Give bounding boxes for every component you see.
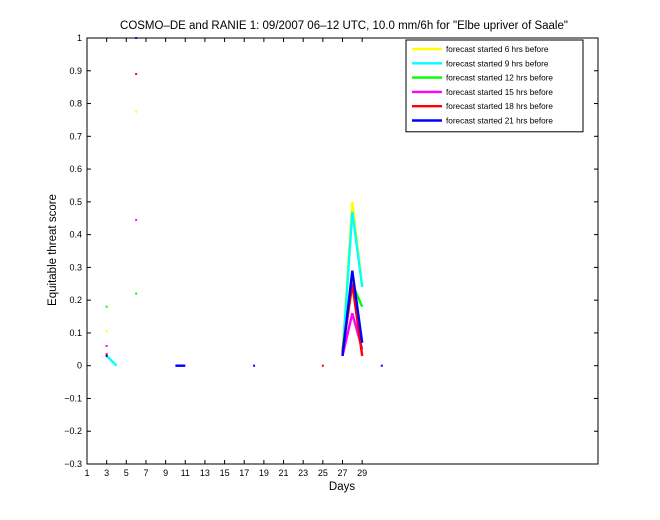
series-line: [341, 270, 364, 357]
x-tick-label: 15: [220, 468, 230, 478]
y-tick-label: 0: [77, 361, 82, 371]
x-tick-label: 29: [357, 468, 367, 478]
legend-entry: forecast started 15 hrs before: [446, 88, 553, 97]
x-tick-label: 5: [124, 468, 129, 478]
y-tick-label: −0.1: [64, 393, 82, 403]
x-tick-label: 17: [239, 468, 249, 478]
data-point: [135, 73, 138, 76]
x-axis-label: Days: [329, 481, 355, 493]
y-axis: −0.3 −0.2 −0.1 0 0.1 0.2 0.3 0.4 0.5 0.6 0.7 0.8 0.9…: [64, 33, 598, 469]
x-tick-label: 3: [104, 468, 109, 478]
y-tick-label: −0.3: [64, 459, 82, 469]
y-tick-label: 0.5: [69, 197, 82, 207]
data-point: [321, 364, 324, 367]
legend-entry: forecast started 12 hrs before: [446, 74, 553, 83]
data-point: [105, 353, 108, 356]
data-point: [105, 345, 108, 348]
legend: forecast started 6 hrs before forecast st…: [405, 39, 584, 133]
legend-entry: forecast started 9 hrs before: [446, 59, 549, 68]
data-point: [253, 364, 256, 367]
series-line: [105, 355, 118, 367]
x-tick-label: 7: [143, 468, 148, 478]
data-point: [135, 110, 138, 113]
chart-title: COSMO–DE and RANIE 1: 09/2007 06–12 UTC,…: [120, 20, 568, 32]
legend-entry: forecast started 18 hrs before: [446, 102, 553, 111]
x-axis: 1 3 5 7 9 11 13 15 17 19 21 23 25 27 29: [84, 38, 367, 478]
legend-entry: forecast started 6 hrs before: [446, 45, 549, 54]
y-tick-label: 0.2: [69, 295, 82, 305]
x-tick-label: 19: [259, 468, 269, 478]
y-tick-label: 0.3: [69, 262, 82, 272]
series-layer: [105, 37, 383, 367]
x-tick-label: 1: [84, 468, 89, 478]
x-tick-label: 23: [298, 468, 308, 478]
series-6: [105, 37, 383, 367]
data-point: [105, 305, 108, 308]
x-tick-label: 21: [279, 468, 289, 478]
y-tick-label: 0.8: [69, 99, 82, 109]
x-tick-label: 25: [318, 468, 328, 478]
legend-box: [405, 39, 584, 133]
data-point: [135, 218, 138, 221]
y-tick-label: 0.1: [69, 328, 82, 338]
y-tick-label: −0.2: [64, 426, 82, 436]
y-tick-label: 0.4: [69, 230, 82, 240]
data-point: [135, 292, 138, 295]
x-tick-label: 11: [181, 468, 190, 478]
series-2: [105, 211, 364, 367]
x-tick-label: 13: [200, 468, 210, 478]
x-tick-label: 27: [337, 468, 347, 478]
y-axis-label: Equitable threat score: [47, 194, 59, 306]
data-point: [380, 364, 383, 367]
series-line: [341, 211, 364, 356]
y-tick-label: 1: [77, 33, 82, 43]
data-point: [105, 330, 108, 333]
x-tick-label: 9: [163, 468, 168, 478]
y-tick-label: 0.7: [69, 131, 82, 141]
y-tick-label: 0.6: [69, 164, 82, 174]
data-point: [105, 354, 108, 357]
legend-entry: forecast started 21 hrs before: [446, 117, 553, 126]
y-tick-label: 0.9: [69, 66, 82, 76]
data-point: [135, 37, 138, 39]
